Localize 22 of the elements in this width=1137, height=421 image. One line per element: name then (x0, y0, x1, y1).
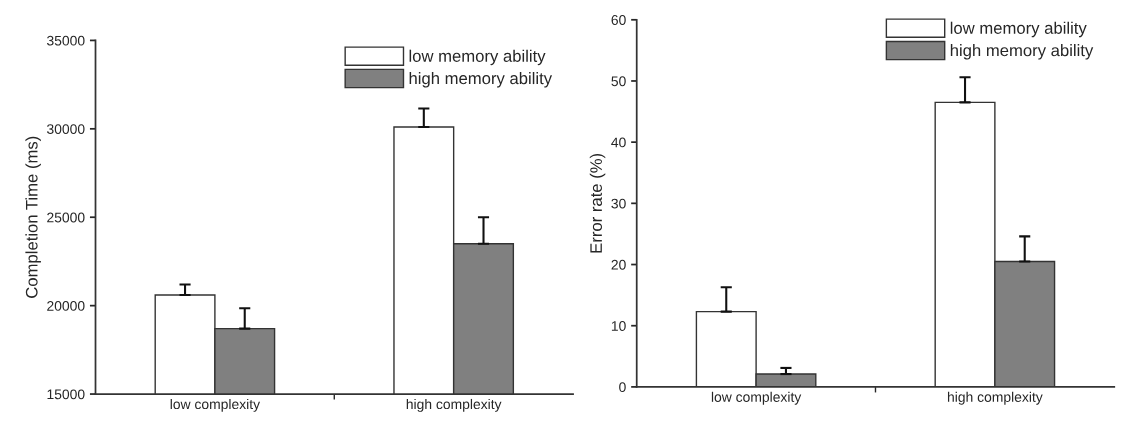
x-tick-label: low complexity (711, 391, 802, 405)
y-axis-title: Error rate (%) (589, 153, 606, 253)
legend-label: low memory ability (950, 21, 1087, 38)
y-tick-label: 20 (611, 259, 626, 270)
x-tick-label: low complexity (170, 398, 261, 412)
legend-label: low memory ability (409, 49, 546, 66)
x-tick-label: high complexity (406, 398, 502, 412)
y-tick-label: 25000 (47, 212, 85, 223)
y-tick-label: 40 (611, 137, 626, 148)
y-axis-title: Completion Time (ms) (25, 136, 41, 298)
y-tick-label: 10 (611, 321, 626, 331)
y-tick-label: 20000 (47, 300, 85, 311)
y-tick-label: 0 (619, 382, 626, 393)
legend-label: high memory ability (409, 72, 553, 88)
y-tick-label: 15000 (47, 389, 85, 400)
x-tick-label: high complexity (947, 391, 1043, 405)
y-tick-label: 35000 (47, 35, 85, 46)
y-tick-label: 30000 (47, 124, 85, 134)
y-tick-label: 30 (611, 198, 626, 209)
y-tick-label: 50 (611, 76, 626, 87)
y-tick-label: 60 (611, 15, 626, 25)
legend-label: high memory ability (950, 44, 1094, 60)
